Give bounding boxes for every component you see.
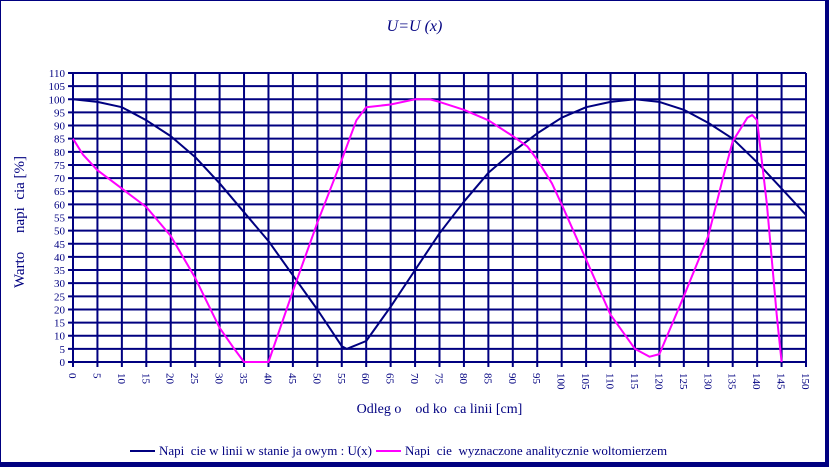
x-tick-label: 10 — [115, 373, 127, 385]
x-tick-label: 95 — [530, 373, 542, 385]
legend-label: Napi cie w linii w stanie ja owym : U(x) — [159, 443, 373, 458]
y-tick-label: 45 — [54, 239, 66, 251]
x-tick-label: 55 — [335, 373, 347, 385]
window-border-right — [825, 0, 829, 467]
y-axis-ticks: 0510152025303540455055606570758085909510… — [49, 68, 66, 369]
chart-title: U=U (x) — [386, 18, 443, 35]
x-tick-label: 40 — [261, 373, 273, 385]
grid-lines — [68, 72, 807, 367]
y-tick-label: 90 — [54, 121, 66, 133]
y-tick-label: 60 — [54, 199, 66, 211]
x-tick-label: 115 — [628, 373, 640, 390]
window-border-bottom — [0, 462, 829, 467]
y-tick-label: 25 — [54, 291, 66, 303]
y-tick-label: 70 — [54, 173, 66, 185]
x-tick-label: 145 — [775, 373, 787, 390]
y-tick-label: 75 — [54, 160, 66, 172]
x-tick-label: 5 — [90, 373, 102, 379]
x-tick-label: 110 — [604, 373, 616, 390]
series-line-voltmeter — [72, 98, 783, 363]
y-tick-label: 95 — [54, 107, 66, 119]
x-tick-label: 60 — [359, 373, 371, 385]
y-tick-label: 85 — [54, 134, 66, 146]
y-tick-label: 105 — [49, 81, 66, 93]
x-tick-label: 105 — [579, 373, 591, 390]
x-tick-label: 90 — [506, 373, 518, 385]
x-tick-label: 70 — [408, 373, 420, 385]
x-tick-label: 35 — [237, 373, 249, 385]
y-tick-label: 65 — [54, 186, 66, 198]
y-tick-label: 35 — [54, 265, 66, 277]
x-tick-label: 85 — [481, 373, 493, 385]
x-tick-label: 100 — [555, 373, 567, 390]
x-tick-label: 125 — [677, 373, 689, 390]
y-tick-label: 110 — [49, 68, 66, 80]
y-tick-label: 30 — [54, 278, 66, 290]
x-tick-label: 130 — [701, 373, 713, 390]
x-tick-label: 50 — [310, 373, 322, 385]
y-tick-label: 50 — [54, 226, 66, 238]
x-tick-label: 15 — [139, 373, 151, 385]
x-tick-label: 65 — [384, 373, 396, 385]
y-tick-label: 80 — [54, 147, 66, 159]
x-tick-label: 135 — [726, 373, 738, 390]
series-line-u-x — [72, 98, 807, 350]
legend-label: Napi cie wyznaczone analitycznie woltomi… — [405, 443, 668, 458]
y-tick-label: 15 — [54, 318, 66, 330]
x-tick-label: 20 — [164, 373, 176, 385]
legend-swatch-navy — [130, 450, 155, 452]
legend: Napi cie w linii w stanie ja owym : U(x)… — [130, 443, 671, 459]
x-tick-label: 75 — [433, 373, 445, 385]
x-tick-label: 0 — [66, 373, 78, 379]
legend-item-u-x: Napi cie w linii w stanie ja owym : U(x) — [130, 443, 372, 459]
data-series — [72, 98, 807, 363]
x-tick-label: 120 — [652, 373, 664, 390]
legend-item-voltmeter: Napi cie wyznaczone analitycznie woltomi… — [376, 443, 667, 459]
y-tick-label: 55 — [54, 213, 66, 225]
x-tick-label: 30 — [213, 373, 225, 385]
y-tick-label: 40 — [54, 252, 66, 264]
legend-swatch-magenta — [376, 450, 402, 452]
x-axis-ticks: 0 5 10 15 20 25 30 35 40 45 50 55 60 65 70 75 80 85 90 95 10… — [66, 373, 811, 390]
y-tick-label: 10 — [54, 331, 66, 343]
y-tick-label: 0 — [60, 357, 66, 369]
x-tick-label: 140 — [750, 373, 762, 390]
x-tick-label: 80 — [457, 373, 469, 385]
x-tick-label: 150 — [799, 373, 811, 390]
y-tick-label: 20 — [54, 304, 66, 316]
x-tick-label: 25 — [188, 373, 200, 385]
y-tick-label: 100 — [49, 94, 66, 106]
x-tick-label: 45 — [286, 373, 298, 385]
y-tick-label: 5 — [60, 344, 66, 356]
x-axis-label: Odleg o od ko ca linii [cm] — [356, 402, 523, 417]
